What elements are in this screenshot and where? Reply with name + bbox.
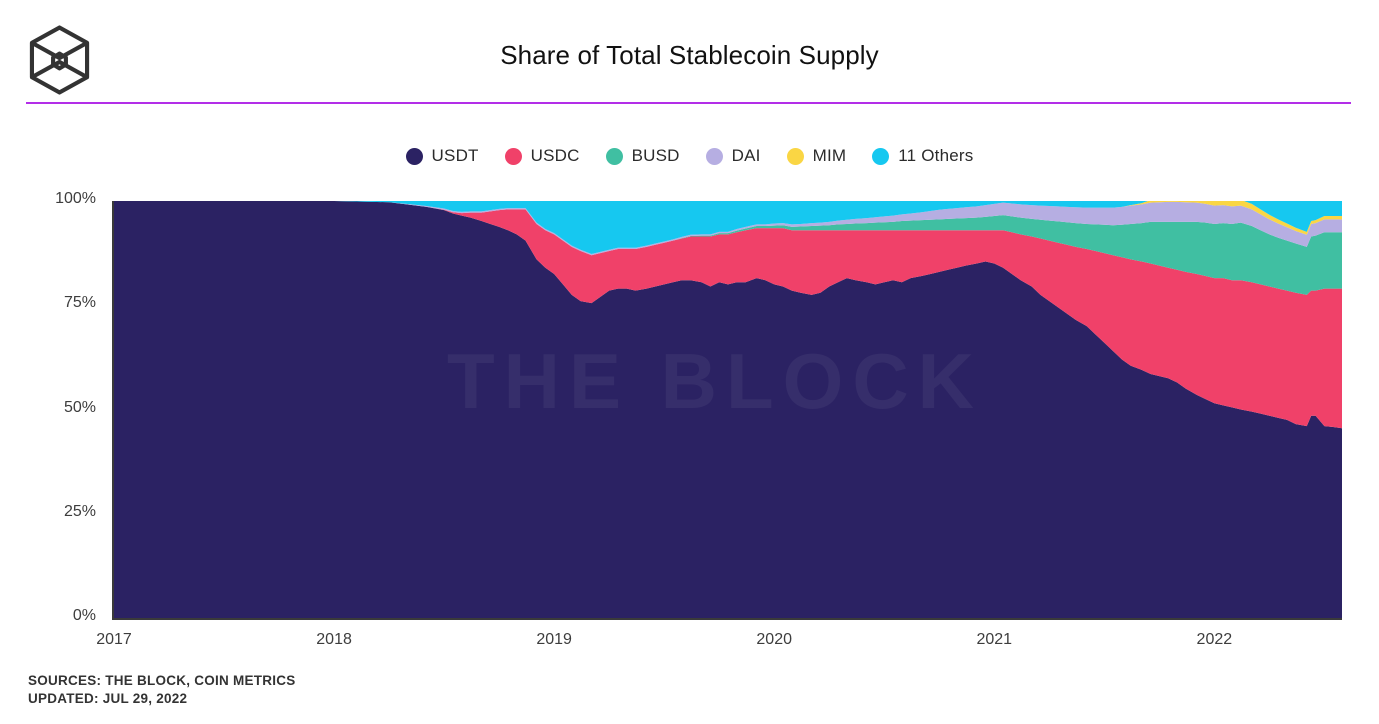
plot-area [114,201,1342,618]
legend-swatch-icon [405,147,423,165]
y-axis-line [112,201,114,620]
x-axis-tick-label: 2018 [316,631,352,648]
footer-sources: SOURCES: THE BLOCK, COIN METRICS [28,673,296,688]
legend-label: BUSD [631,146,680,165]
legend-label: 11 Others [898,146,974,165]
legend-item-usdt[interactable]: USDT [405,146,479,166]
legend-label: MIM [812,146,847,165]
legend-label: USDT [431,146,479,165]
footer-updated: UPDATED: JUL 29, 2022 [28,691,188,706]
legend-label: DAI [731,146,761,165]
legend-item-usdc[interactable]: USDC [504,146,580,166]
legend-swatch-icon [786,147,804,165]
area-series-dai [114,201,1342,256]
legend-swatch-icon [705,147,723,165]
header-divider [26,102,1351,104]
y-axis-tick-label: 25% [63,502,96,520]
legend-label: USDC [530,146,580,165]
legend-item-dai[interactable]: DAI [705,146,761,166]
legend-swatch-icon [504,147,522,165]
x-axis-tick-label: 2020 [756,631,792,648]
watermark-text: THE BLOCK [447,337,983,425]
watermark: THE BLOCK [114,201,1342,618]
area-series-mim [114,201,1342,254]
footer: SOURCES: THE BLOCK, COIN METRICS UPDATED… [28,672,296,708]
chart-legend: USDT USDC BUSD DAI MIM 11 Others [0,146,1379,166]
area-series-11-others [114,201,1342,254]
page-title: Share of Total Stablecoin Supply [500,40,879,70]
legend-item-busd[interactable]: BUSD [605,146,680,166]
area-series-busd [114,201,1342,295]
header: Share of Total Stablecoin Supply [0,0,1379,104]
legend-swatch-icon [605,147,623,165]
y-axis-tick-label: 50% [63,398,96,416]
area-series-usdt [114,201,1342,618]
legend-swatch-icon [872,147,890,165]
x-axis-tick-label: 2021 [976,631,1013,648]
x-axis-tick-label: 2017 [96,631,132,648]
y-axis-tick-label: 0% [72,607,96,624]
legend-item-others[interactable]: 11 Others [872,146,973,166]
legend-item-mim[interactable]: MIM [786,146,847,166]
x-axis-tick-label: 2022 [1196,631,1233,648]
x-axis-line [112,618,1342,620]
the-block-hexagon-logo-icon [28,24,91,96]
y-axis-tick-label: 100% [55,190,96,207]
x-axis-tick-label: 2019 [536,631,572,648]
area-series-usdc [114,201,1342,429]
y-axis-tick-label: 75% [63,294,96,312]
